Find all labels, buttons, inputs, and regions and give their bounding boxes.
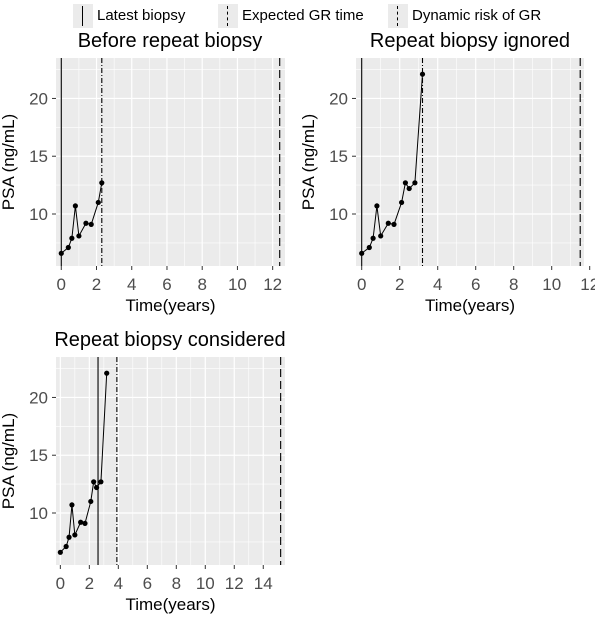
x-tick-label: 8 [197,275,206,294]
x-tick-label: 2 [85,574,94,593]
data-point [58,250,64,256]
chart-title: Before repeat biopsy [78,30,263,52]
data-point [76,233,82,239]
data-point [93,484,100,491]
x-tick-label: 6 [471,275,480,294]
y-axis-label: PSA (ng/mL) [0,413,18,509]
data-point [83,220,89,226]
x-tick-label: 10 [542,275,561,294]
legend-key-longdash [388,4,408,28]
y-tick-label: 20 [29,89,48,108]
x-tick-label: 12 [580,275,595,294]
data-point [406,185,412,192]
data-point [98,479,104,485]
data-point [370,235,376,241]
x-tick-label: 8 [172,574,181,593]
data-point [402,180,408,186]
y-tick-label: 20 [329,89,348,108]
y-tick-label: 15 [29,446,48,465]
x-tick-label: 2 [395,275,404,294]
data-point [366,244,372,251]
x-tick-label: 6 [143,574,152,593]
y-tick-label: 10 [329,205,348,224]
chart-panel-2: 0 2 4 6 8 10 12 10 15 20 Repeat biopsy ignored Time… [299,30,595,315]
x-axis-label: Time(years) [125,296,215,315]
data-point [99,180,105,186]
data-point [69,235,75,241]
data-point [88,221,94,227]
legend: Latest biopsy Expected GR time Dynamic r… [0,0,595,32]
y-tick-label: 10 [29,205,48,224]
y-tick-label: 20 [29,388,48,407]
y-axis-label: PSA (ng/mL) [299,114,318,210]
data-point [385,220,391,226]
data-point [88,498,94,505]
legend-key-solid [73,4,93,28]
data-point [65,244,71,251]
x-tick-label: 12 [225,574,244,593]
x-tick-label: 14 [254,574,273,593]
x-tick-label: 10 [196,574,215,593]
x-tick-label: 10 [228,275,247,294]
chart-title: Repeat biopsy ignored [370,30,570,52]
x-axis-label: Time(years) [425,296,515,315]
data-point [91,479,97,485]
x-tick-label: 6 [162,275,171,294]
plot-background [56,357,285,565]
x-tick-label: 12 [263,275,282,294]
plot-background [356,58,584,266]
data-point [66,534,72,540]
legend-label: Expected GR time [242,7,364,24]
data-point [69,502,75,508]
plot-background [56,58,285,266]
y-tick-label: 10 [29,504,48,523]
chart-title: Repeat biopsy considered [54,329,285,351]
x-tick-label: 8 [509,275,518,294]
data-point [72,532,78,538]
data-point [399,199,405,206]
data-point [72,203,78,209]
data-point [359,250,365,256]
x-tick-label: 4 [127,275,136,294]
legend-label: Dynamic risk of GR [412,7,542,24]
data-point [78,519,84,525]
legend-key-dotdash [218,4,238,28]
x-axis-label: Time(years) [125,595,215,614]
x-tick-label: 0 [357,275,366,294]
y-tick-label: 15 [329,147,348,166]
x-tick-label: 0 [57,275,66,294]
data-point [82,520,88,527]
data-point [412,180,418,186]
chart-panel-3: 0 2 4 6 8 10 12 14 10 15 20 Repeat biopsy considere… [0,329,286,614]
x-tick-label: 2 [92,275,101,294]
data-point [57,549,63,555]
data-point [378,233,384,239]
y-tick-label: 15 [29,147,48,166]
x-tick-label: 4 [433,275,442,294]
y-axis-label: PSA (ng/mL) [0,114,18,210]
data-point [104,370,110,376]
data-point [419,71,426,77]
data-point [95,199,101,206]
x-tick-label: 0 [56,574,65,593]
x-tick-label: 4 [114,574,123,593]
data-point [391,221,397,227]
data-point [63,543,69,550]
legend-label: Latest biopsy [97,7,186,24]
data-point [374,203,380,209]
chart-panel-1: 0 2 4 6 8 10 12 10 15 20 Before repeat biopsy Time(… [0,30,285,315]
